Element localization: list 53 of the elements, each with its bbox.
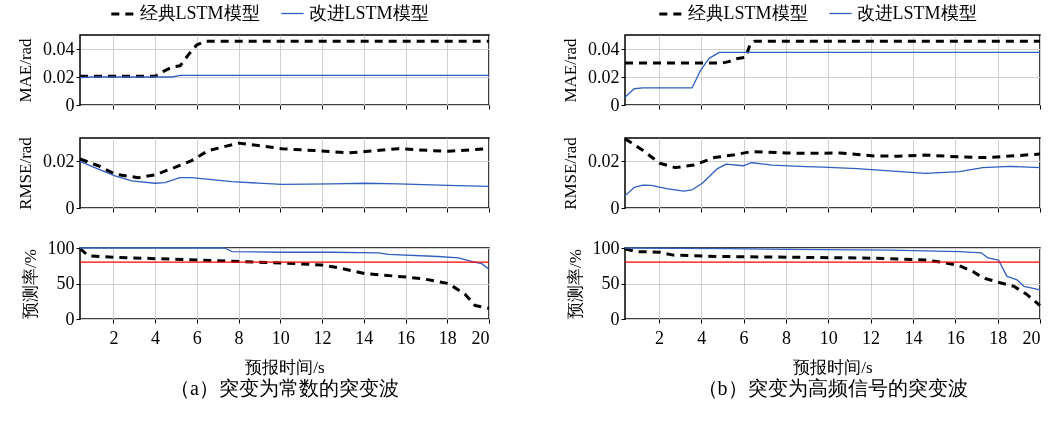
legend-label: 经典LSTM模型 (687, 3, 808, 23)
y-axis-title: 预测率/% (565, 249, 585, 319)
x-tick-label: 16 (397, 327, 416, 348)
text: （b）突变为高频信号的突变波 (697, 377, 968, 399)
y-tick-label: 50 (601, 273, 620, 293)
x-tick-label: 20 (1022, 327, 1041, 348)
y-axis-title: MAE/rad (16, 37, 35, 103)
x-tick-label: 16 (946, 327, 965, 348)
y-axis-title: 预测率/% (20, 249, 40, 319)
y-tick-label: 0.02 (43, 150, 75, 171)
y-tick-label: 0 (610, 94, 620, 115)
x-tick-label: 2 (654, 327, 664, 348)
x-tick-label: 14 (355, 327, 374, 348)
legend-label: 改进LSTM模型 (308, 2, 429, 23)
y-axis-title: MAE/rad (561, 37, 580, 103)
x-tick-label: 10 (271, 327, 290, 348)
line-series (624, 51, 1041, 98)
y-tick-label: 100 (592, 237, 620, 258)
line-series (624, 162, 1041, 197)
legend-label: 经典LSTM模型 (139, 3, 260, 23)
y-tick-label: 0.02 (588, 150, 620, 171)
x-tick-label: 4 (151, 327, 161, 348)
x-axis-title: 预报时间/s (793, 357, 873, 377)
x-tick-label: 2 (109, 327, 119, 348)
x-tick-label: 14 (904, 327, 923, 348)
y-axis-title: RMSE/rad (561, 136, 580, 210)
x-tick-label: 6 (192, 327, 202, 348)
y-tick-label: 0 (610, 197, 620, 218)
x-tick-label: 6 (739, 327, 749, 348)
text: （a）突变为常数的突变波 (170, 377, 399, 399)
x-tick-label: 12 (313, 327, 332, 348)
y-tick-label: 0.04 (588, 38, 620, 59)
y-tick-label: 0 (65, 308, 75, 329)
x-tick-label: 20 (471, 327, 490, 348)
x-tick-label: 18 (989, 327, 1008, 348)
y-tick-label: 0 (65, 197, 75, 218)
x-tick-label: 18 (438, 327, 457, 348)
y-tick-label: 50 (56, 273, 75, 293)
x-tick-label: 12 (862, 327, 881, 348)
x-tick-label: 4 (697, 327, 707, 348)
y-tick-label: 0.02 (588, 66, 620, 87)
y-tick-label: 0 (65, 94, 75, 115)
y-tick-label: 100 (47, 237, 75, 258)
y-axis-title: RMSE/rad (16, 136, 35, 210)
y-tick-label: 0.04 (43, 38, 75, 59)
x-tick-label: 8 (781, 327, 791, 348)
x-axis-title: 预报时间/s (245, 357, 325, 377)
x-tick-label: 10 (819, 327, 838, 348)
legend-label: 改进LSTM模型 (856, 2, 977, 23)
line-series (79, 160, 490, 187)
x-tick-label: 8 (234, 327, 244, 348)
y-tick-label: 0.02 (43, 66, 75, 87)
y-tick-label: 0 (610, 308, 620, 329)
